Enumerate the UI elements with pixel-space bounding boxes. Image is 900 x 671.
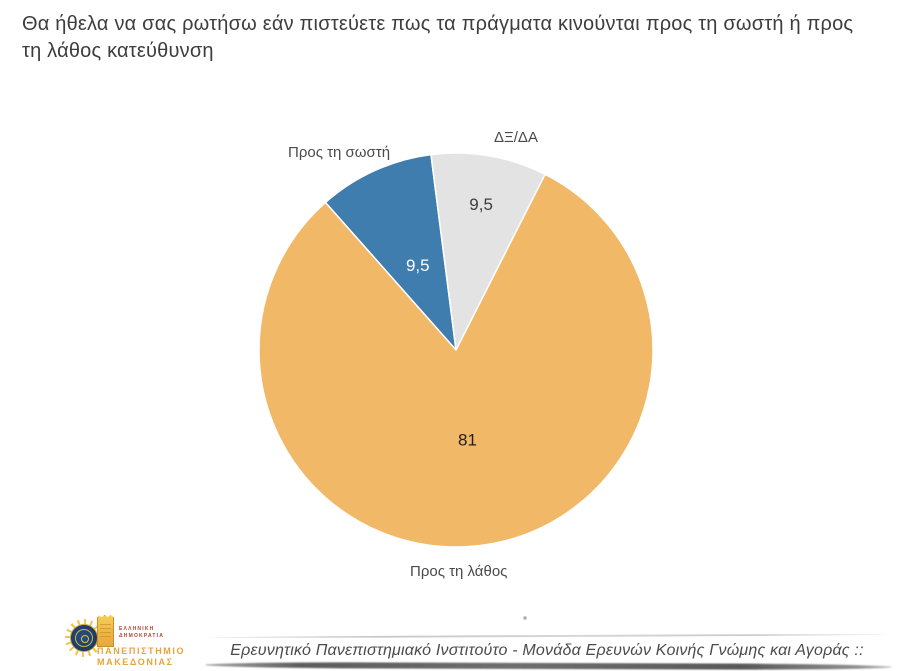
logo-government-line2: ΔΗΜΟΚΡΑΤΙΑ	[119, 633, 165, 639]
pie-value-label-1: 9,5	[469, 195, 493, 214]
pie-value-label-2: 81	[458, 430, 477, 449]
pie-category-label-wrong-direction: Προς τη λάθος	[410, 563, 508, 580]
logo-government-line1: ΕΛΛΗΝΙΚΗ	[119, 626, 155, 632]
pie-slice-0	[324, 153, 457, 351]
pie-category-label-right-direction: Προς τη σωστή	[288, 144, 391, 161]
university-of-macedonia-logo: ΕΛΛΗΝΙΚΗ ΔΗΜΟΚΡΑΤΙΑ ΠΑΝΕΠΙΣΤΗΜΙΟ ΜΑΚΕΔΟΝ…	[57, 614, 187, 669]
page-title: Θα ήθελα να σας ρωτήσω εάν πιστεύετε πως…	[22, 13, 854, 62]
footer-text: Ερευνητικό Πανεπιστημιακό Ινστιτούτο - Μ…	[230, 641, 864, 659]
scan-artifact-dot	[523, 616, 527, 620]
logo-government-text: ΕΛΛΗΝΙΚΗ ΔΗΜΟΚΡΑΤΙΑ	[119, 626, 164, 640]
logo-university-line2: ΜΑΚΕΔΟΝΙΑΣ	[97, 656, 174, 667]
logo-university-name: ΠΑΝΕΠΙΣΤΗΜΙΟ ΜΑΚΕΔΟΝΙΑΣ	[97, 646, 185, 667]
footer-banner: Ερευνητικό Πανεπιστημιακό Ινστιτούτο - Μ…	[205, 635, 889, 666]
pie-slice-1	[430, 152, 546, 351]
pie-category-label-dont-know: ΔΞ/ΔΑ	[494, 129, 538, 146]
logo-seal-icon	[70, 624, 98, 652]
logo-university-line1: ΠΑΝΕΠΙΣΤΗΜΙΟ	[97, 646, 186, 656]
pie-value-label-0: 9,5	[406, 256, 430, 275]
logo-parchment-icon	[97, 615, 114, 647]
pie-slice-2	[258, 173, 654, 548]
